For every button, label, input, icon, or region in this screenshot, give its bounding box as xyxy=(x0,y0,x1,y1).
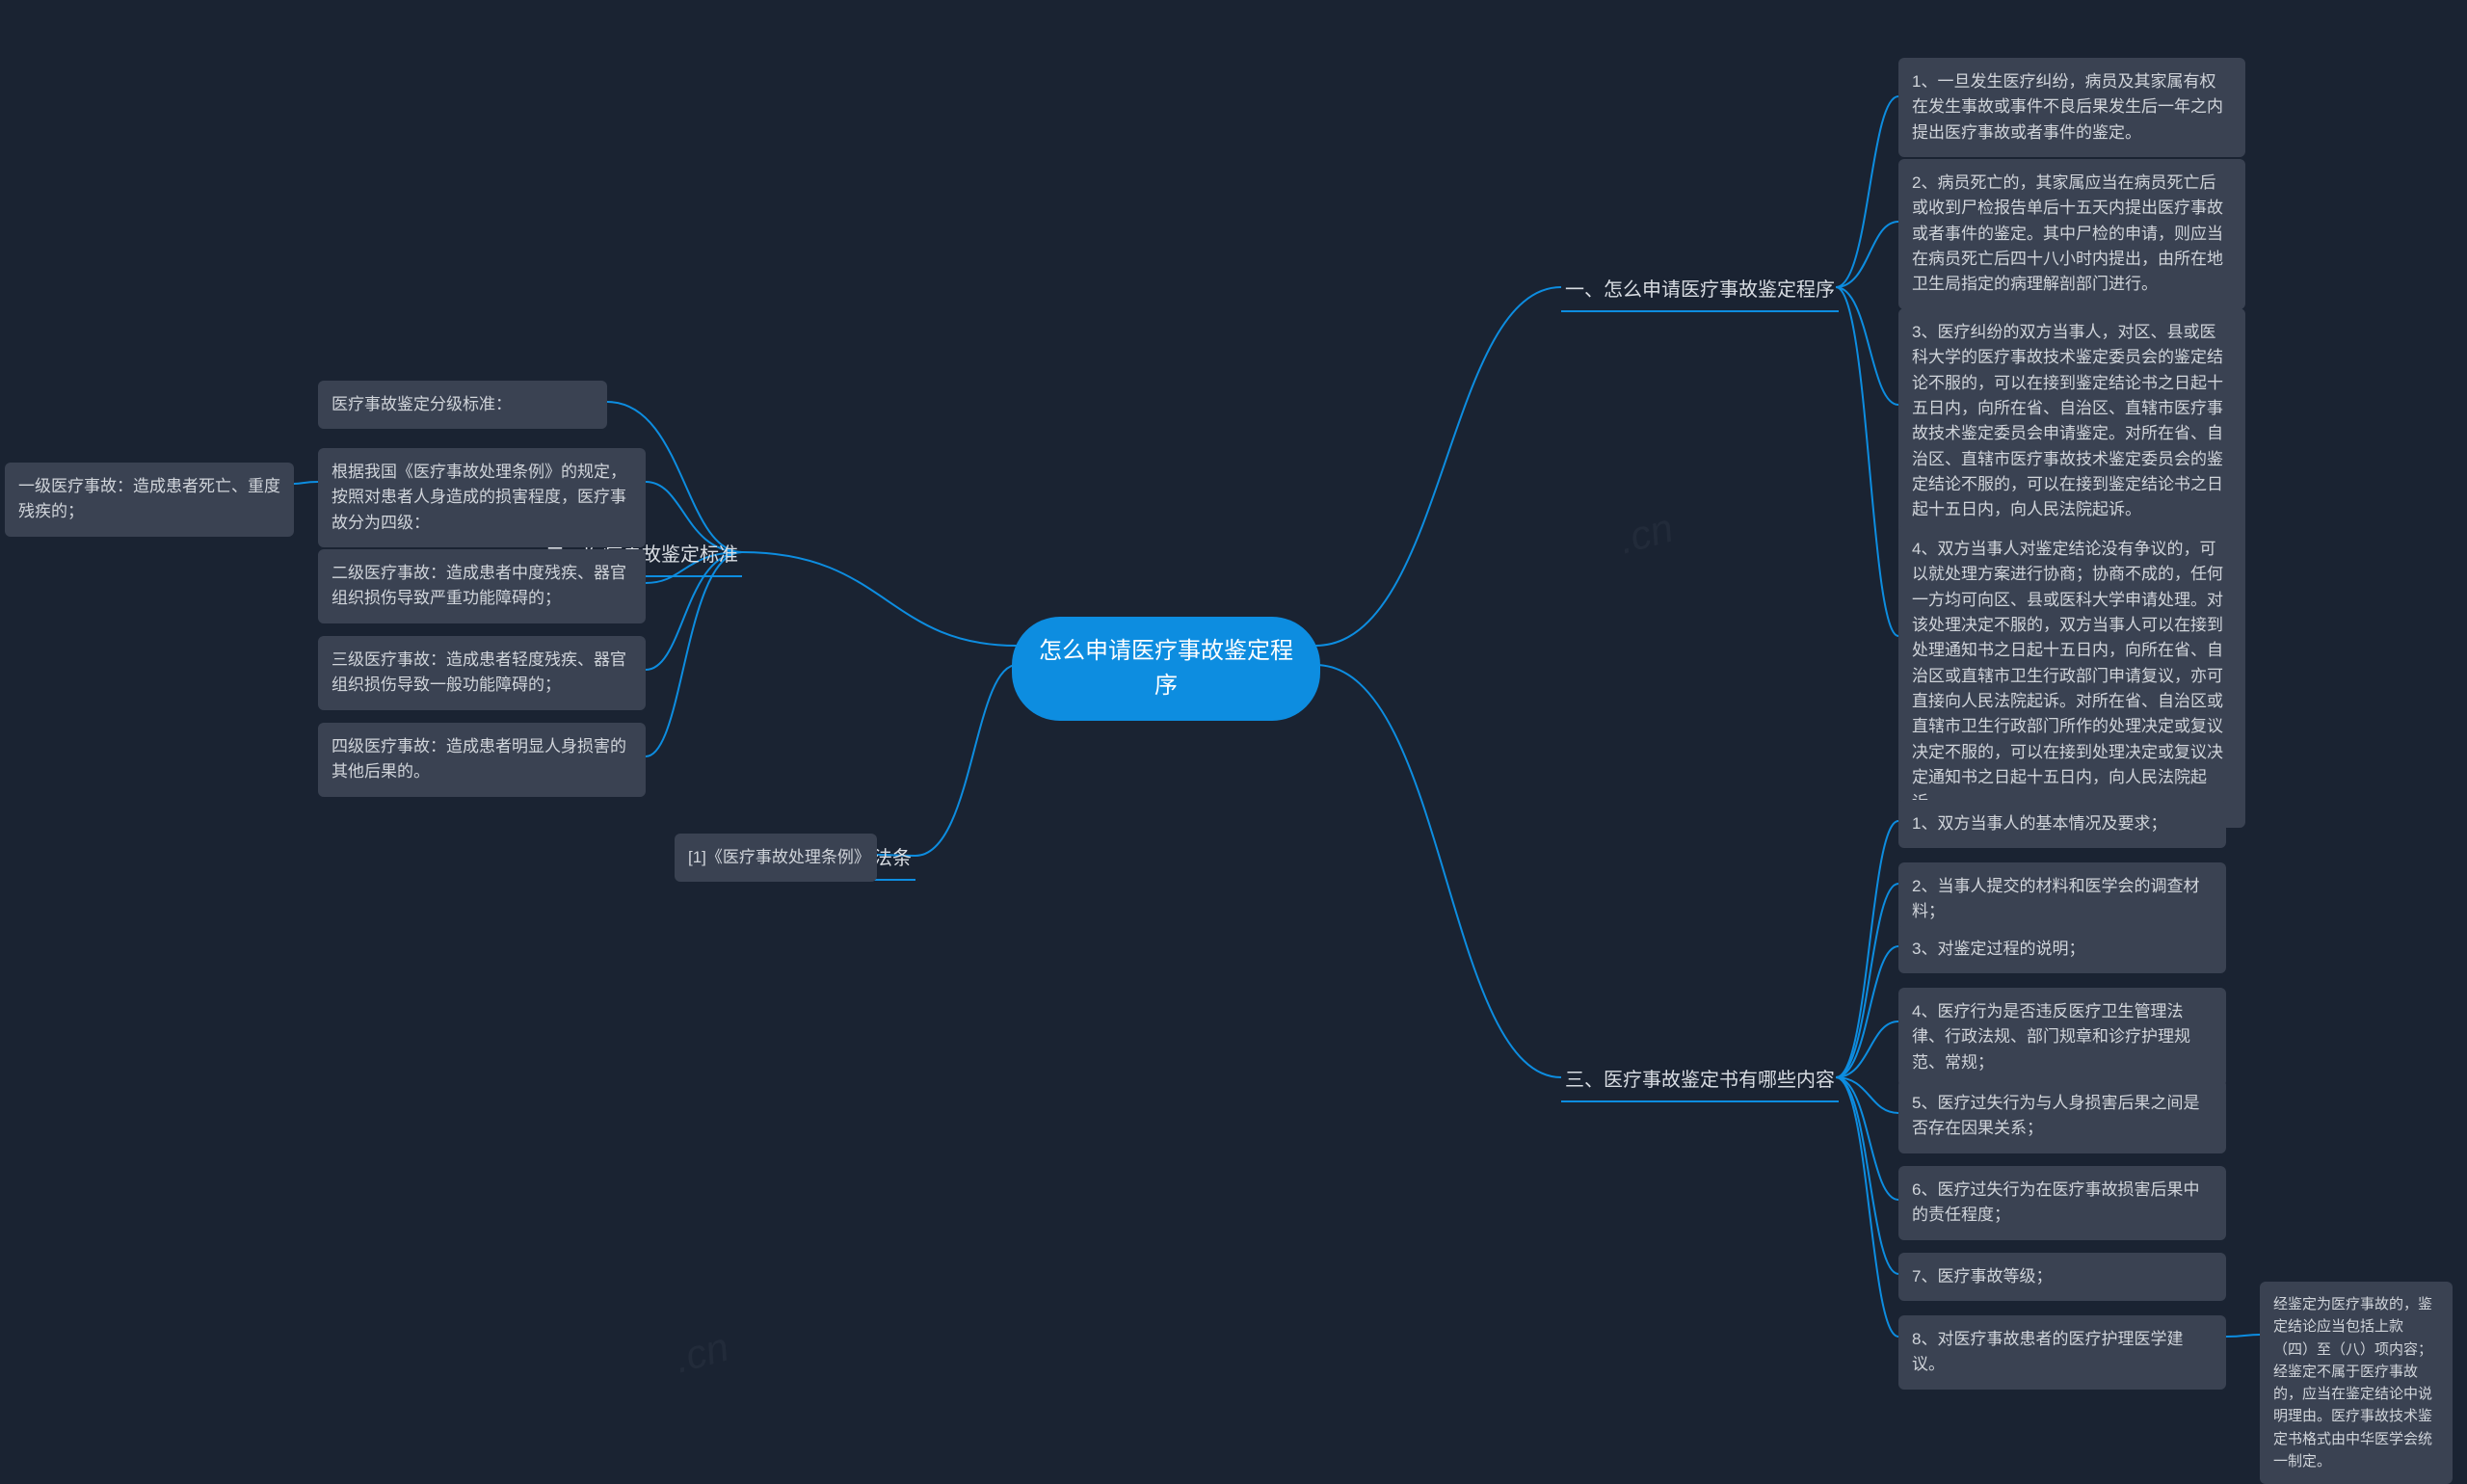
leaf-node[interactable]: [1]《医疗事故处理条例》 xyxy=(675,834,877,882)
leaf-node[interactable]: 4、医疗行为是否违反医疗卫生管理法律、行政法规、部门规章和诊疗护理规范、常规； xyxy=(1898,988,2226,1087)
leaf-node-sub[interactable]: 一级医疗事故：造成患者死亡、重度残疾的； xyxy=(5,463,294,537)
leaf-node[interactable]: 6、医疗过失行为在医疗事故损害后果中的责任程度； xyxy=(1898,1166,2226,1240)
leaf-node[interactable]: 3、医疗纠纷的双方当事人，对区、县或医科大学的医疗事故技术鉴定委员会的鉴定结论不… xyxy=(1898,308,2245,535)
leaf-node[interactable]: 根据我国《医疗事故处理条例》的规定，按照对患者人身造成的损害程度，医疗事故分为四… xyxy=(318,448,646,547)
leaf-node[interactable]: 三级医疗事故：造成患者轻度残疾、器官组织损伤导致一般功能障碍的； xyxy=(318,636,646,710)
leaf-node[interactable]: 2、病员死亡的，其家属应当在病员死亡后或收到尸检报告单后十五天内提出医疗事故或者… xyxy=(1898,159,2245,309)
leaf-node[interactable]: 3、对鉴定过程的说明； xyxy=(1898,925,2226,973)
leaf-node[interactable]: 7、医疗事故等级； xyxy=(1898,1253,2226,1301)
leaf-node[interactable]: 8、对医疗事故患者的医疗护理医学建议。 xyxy=(1898,1315,2226,1390)
branch-report-content[interactable]: 三、医疗事故鉴定书有哪些内容 xyxy=(1561,1060,1839,1102)
leaf-node[interactable]: 4、双方当事人对鉴定结论没有争议的，可以就处理方案进行协商；协商不成的，任何一方… xyxy=(1898,525,2245,828)
leaf-node[interactable]: 二级医疗事故：造成患者中度残疾、器官组织损伤导致严重功能障碍的； xyxy=(318,549,646,623)
branch-procedure[interactable]: 一、怎么申请医疗事故鉴定程序 xyxy=(1561,270,1839,312)
leaf-node[interactable]: 5、医疗过失行为与人身损害后果之间是否存在因果关系； xyxy=(1898,1079,2226,1153)
leaf-node[interactable]: 四级医疗事故：造成患者明显人身损害的其他后果的。 xyxy=(318,723,646,797)
mindmap-root[interactable]: 怎么申请医疗事故鉴定程序 xyxy=(1012,617,1320,721)
watermark: .cn xyxy=(670,1324,734,1383)
leaf-node[interactable]: 1、双方当事人的基本情况及要求； xyxy=(1898,800,2226,848)
watermark: .cn xyxy=(1614,505,1679,564)
leaf-node[interactable]: 医疗事故鉴定分级标准： xyxy=(318,381,607,429)
leaf-node-sub[interactable]: 经鉴定为医疗事故的，鉴定结论应当包括上款（四）至（八）项内容；经鉴定不属于医疗事… xyxy=(2260,1282,2453,1484)
leaf-node[interactable]: 1、一旦发生医疗纠纷，病员及其家属有权在发生事故或事件不良后果发生后一年之内提出… xyxy=(1898,58,2245,157)
